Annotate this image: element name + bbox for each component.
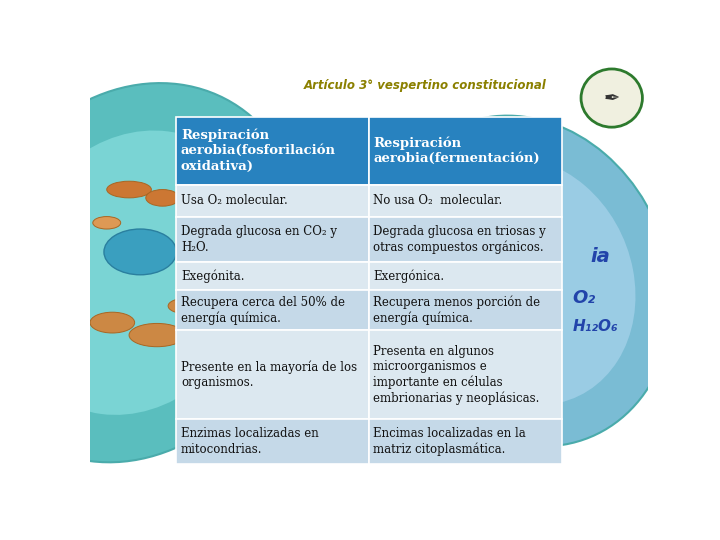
Ellipse shape <box>0 83 305 462</box>
Text: Presente en la mayoría de los
organismos.: Presente en la mayoría de los organismos… <box>181 360 357 389</box>
Bar <box>176 330 369 420</box>
Bar <box>369 185 562 218</box>
Text: Degrada glucosa en triosas y
otras compuestos orgánicos.: Degrada glucosa en triosas y otras compu… <box>374 225 546 254</box>
Bar <box>369 290 562 330</box>
Bar <box>176 185 369 218</box>
Bar <box>176 420 369 464</box>
Bar <box>176 290 369 330</box>
Text: Respiración
aerobia(fermentación): Respiración aerobia(fermentación) <box>374 136 540 165</box>
Ellipse shape <box>107 181 151 198</box>
Ellipse shape <box>378 116 672 447</box>
Text: Recupera cerca del 50% de
energía química.: Recupera cerca del 50% de energía químic… <box>181 295 345 325</box>
Ellipse shape <box>168 299 202 313</box>
Text: ✒: ✒ <box>603 89 620 107</box>
Ellipse shape <box>129 323 185 347</box>
Bar <box>369 117 562 185</box>
Text: H₁₂O₆: H₁₂O₆ <box>572 319 618 334</box>
Ellipse shape <box>415 157 636 405</box>
Ellipse shape <box>90 312 135 333</box>
Ellipse shape <box>104 229 176 275</box>
Text: No usa O₂  molecular.: No usa O₂ molecular. <box>374 194 503 207</box>
Text: Enzimas localizadas en
mitocondrias.: Enzimas localizadas en mitocondrias. <box>181 428 319 456</box>
Bar <box>369 420 562 464</box>
Text: Degrada glucosa en CO₂ y
H₂O.: Degrada glucosa en CO₂ y H₂O. <box>181 225 337 254</box>
Text: Artículo 3° vespertino constitucional: Artículo 3° vespertino constitucional <box>303 79 546 92</box>
Bar <box>369 330 562 420</box>
Text: Recupera menos porción de
energía química.: Recupera menos porción de energía químic… <box>374 295 541 325</box>
Bar <box>369 218 562 262</box>
Text: ia: ia <box>590 247 611 266</box>
Ellipse shape <box>6 131 263 415</box>
Bar <box>176 262 369 290</box>
Ellipse shape <box>480 244 547 285</box>
Ellipse shape <box>581 69 642 127</box>
Bar <box>176 218 369 262</box>
Ellipse shape <box>93 217 121 229</box>
Text: Respiración
aerobia(fosforilación
oxidativa): Respiración aerobia(fosforilación oxidat… <box>181 129 336 173</box>
Bar <box>176 117 369 185</box>
Text: O₂: O₂ <box>572 289 595 307</box>
Text: Encimas localizadas en la
matriz citoplasmática.: Encimas localizadas en la matriz citopla… <box>374 427 526 456</box>
Text: Usa O₂ molecular.: Usa O₂ molecular. <box>181 194 288 207</box>
Bar <box>369 262 562 290</box>
Text: Presenta en algunos
microorganismos e
importante en células
embrionarias y neopl: Presenta en algunos microorganismos e im… <box>374 345 540 406</box>
Text: Exergónica.: Exergónica. <box>374 269 444 282</box>
Text: Exegónita.: Exegónita. <box>181 269 245 282</box>
Ellipse shape <box>145 190 179 206</box>
